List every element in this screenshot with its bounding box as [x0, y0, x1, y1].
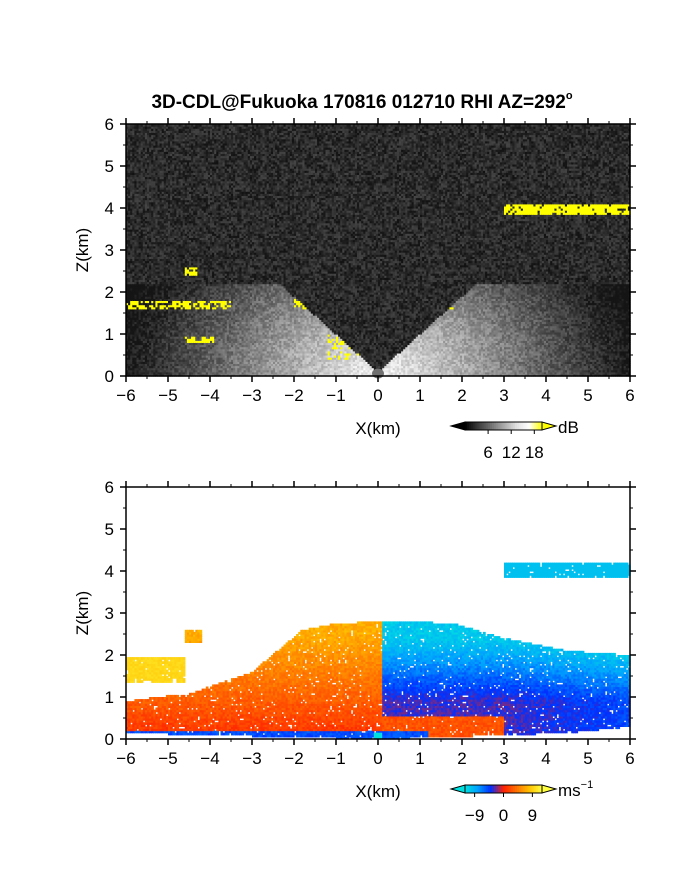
reflectivity-field — [126, 124, 631, 378]
figure-title: 3D-CDL@Fukuoka 170816 012710 RHI AZ=292o — [151, 90, 572, 113]
